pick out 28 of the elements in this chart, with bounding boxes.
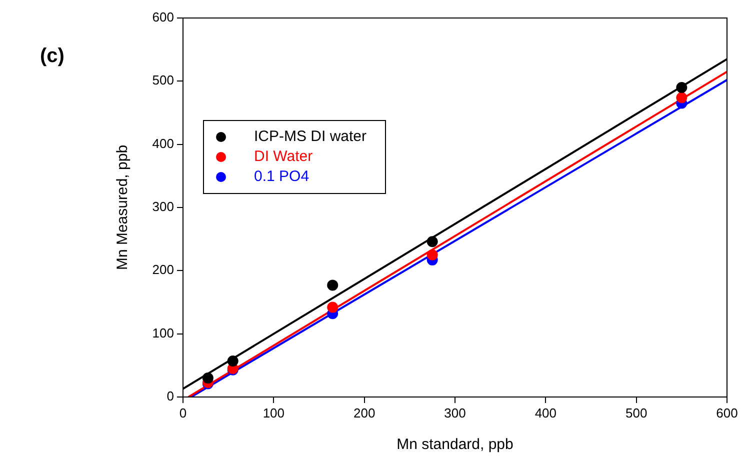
y-tick-label: 100 bbox=[152, 325, 174, 340]
point bbox=[676, 82, 688, 93]
y-tick-label: 500 bbox=[152, 72, 174, 88]
x-tick-label: 0 bbox=[179, 405, 187, 420]
y-tick-label: 200 bbox=[152, 262, 174, 278]
legend-label: ICP-MS DI water bbox=[254, 127, 367, 147]
y-tick-label: 300 bbox=[152, 199, 174, 214]
x-axis-title: Mn standard, ppb bbox=[396, 436, 514, 454]
y-tick-label: 0 bbox=[166, 388, 174, 404]
point bbox=[426, 236, 438, 248]
text: (c) bbox=[40, 45, 64, 68]
x-tick-label: 500 bbox=[625, 405, 648, 420]
x-tick-label: 300 bbox=[444, 405, 466, 420]
point bbox=[327, 280, 338, 291]
y-axis-title: Mn Measured, ppb bbox=[114, 144, 132, 270]
point bbox=[426, 249, 438, 260]
point bbox=[676, 92, 688, 104]
y-tick-label: 400 bbox=[152, 136, 174, 151]
point bbox=[227, 355, 238, 366]
legend-label: 0.1 PO4 bbox=[254, 167, 310, 187]
x-tick-label: 600 bbox=[716, 405, 738, 420]
point bbox=[327, 302, 338, 313]
point bbox=[202, 372, 214, 384]
x-tick-label: 400 bbox=[534, 405, 557, 420]
x-tick-label: 200 bbox=[353, 405, 376, 420]
legend-label: DI Water bbox=[254, 147, 313, 167]
y-tick-label: 600 bbox=[152, 10, 174, 25]
x-tick-label: 100 bbox=[262, 405, 285, 420]
